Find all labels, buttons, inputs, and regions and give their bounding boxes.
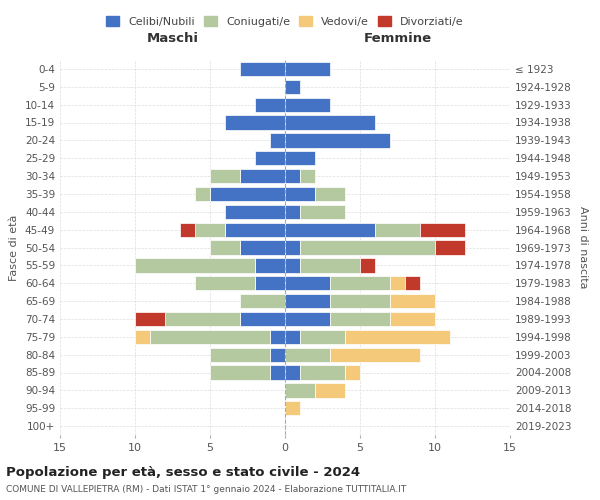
Bar [345,366,360,380]
Bar [195,187,210,201]
Bar [135,330,150,344]
Bar [300,330,345,344]
Bar [375,222,420,237]
Bar [285,330,300,344]
Bar [285,116,375,130]
Text: Popolazione per età, sesso e stato civile - 2024: Popolazione per età, sesso e stato civil… [6,466,360,479]
Bar [345,330,450,344]
Bar [330,348,420,362]
Bar [285,98,330,112]
Y-axis label: Fasce di età: Fasce di età [10,214,19,280]
Bar [285,276,330,290]
Bar [285,383,315,398]
Bar [150,330,270,344]
Bar [285,258,300,272]
Bar [195,222,225,237]
Text: COMUNE DI VALLEPIETRA (RM) - Dati ISTAT 1° gennaio 2024 - Elaborazione TUTTITALI: COMUNE DI VALLEPIETRA (RM) - Dati ISTAT … [6,485,406,494]
Bar [210,169,240,183]
Bar [405,276,420,290]
Bar [285,294,330,308]
Bar [270,133,285,148]
Bar [300,169,315,183]
Bar [285,204,300,219]
Bar [180,222,195,237]
Bar [315,187,345,201]
Bar [195,276,255,290]
Bar [420,222,465,237]
Bar [255,258,285,272]
Bar [285,133,390,148]
Bar [135,312,165,326]
Bar [360,258,375,272]
Bar [300,366,345,380]
Bar [270,348,285,362]
Bar [285,366,300,380]
Bar [210,348,270,362]
Bar [315,383,345,398]
Bar [330,312,390,326]
Bar [330,276,390,290]
Bar [165,312,240,326]
Legend: Celibi/Nubili, Coniugati/e, Vedovi/e, Divorziati/e: Celibi/Nubili, Coniugati/e, Vedovi/e, Di… [103,13,467,30]
Bar [285,187,315,201]
Bar [240,294,285,308]
Bar [285,240,300,254]
Bar [225,204,285,219]
Bar [300,204,345,219]
Bar [255,98,285,112]
Bar [285,222,375,237]
Bar [255,151,285,166]
Bar [240,312,285,326]
Bar [270,330,285,344]
Bar [390,294,435,308]
Bar [240,240,285,254]
Bar [225,222,285,237]
Bar [300,240,435,254]
Bar [135,258,255,272]
Bar [285,62,330,76]
Bar [270,366,285,380]
Bar [390,276,405,290]
Bar [330,294,390,308]
Bar [390,312,435,326]
Y-axis label: Anni di nascita: Anni di nascita [578,206,588,289]
Bar [210,366,270,380]
Text: Maschi: Maschi [146,32,199,45]
Bar [240,169,285,183]
Bar [210,240,240,254]
Bar [285,312,330,326]
Text: Femmine: Femmine [364,32,431,45]
Bar [255,276,285,290]
Bar [285,401,300,415]
Bar [285,169,300,183]
Bar [225,116,285,130]
Bar [285,348,330,362]
Bar [435,240,465,254]
Bar [285,151,315,166]
Bar [285,80,300,94]
Bar [240,62,285,76]
Bar [210,187,285,201]
Bar [300,258,360,272]
